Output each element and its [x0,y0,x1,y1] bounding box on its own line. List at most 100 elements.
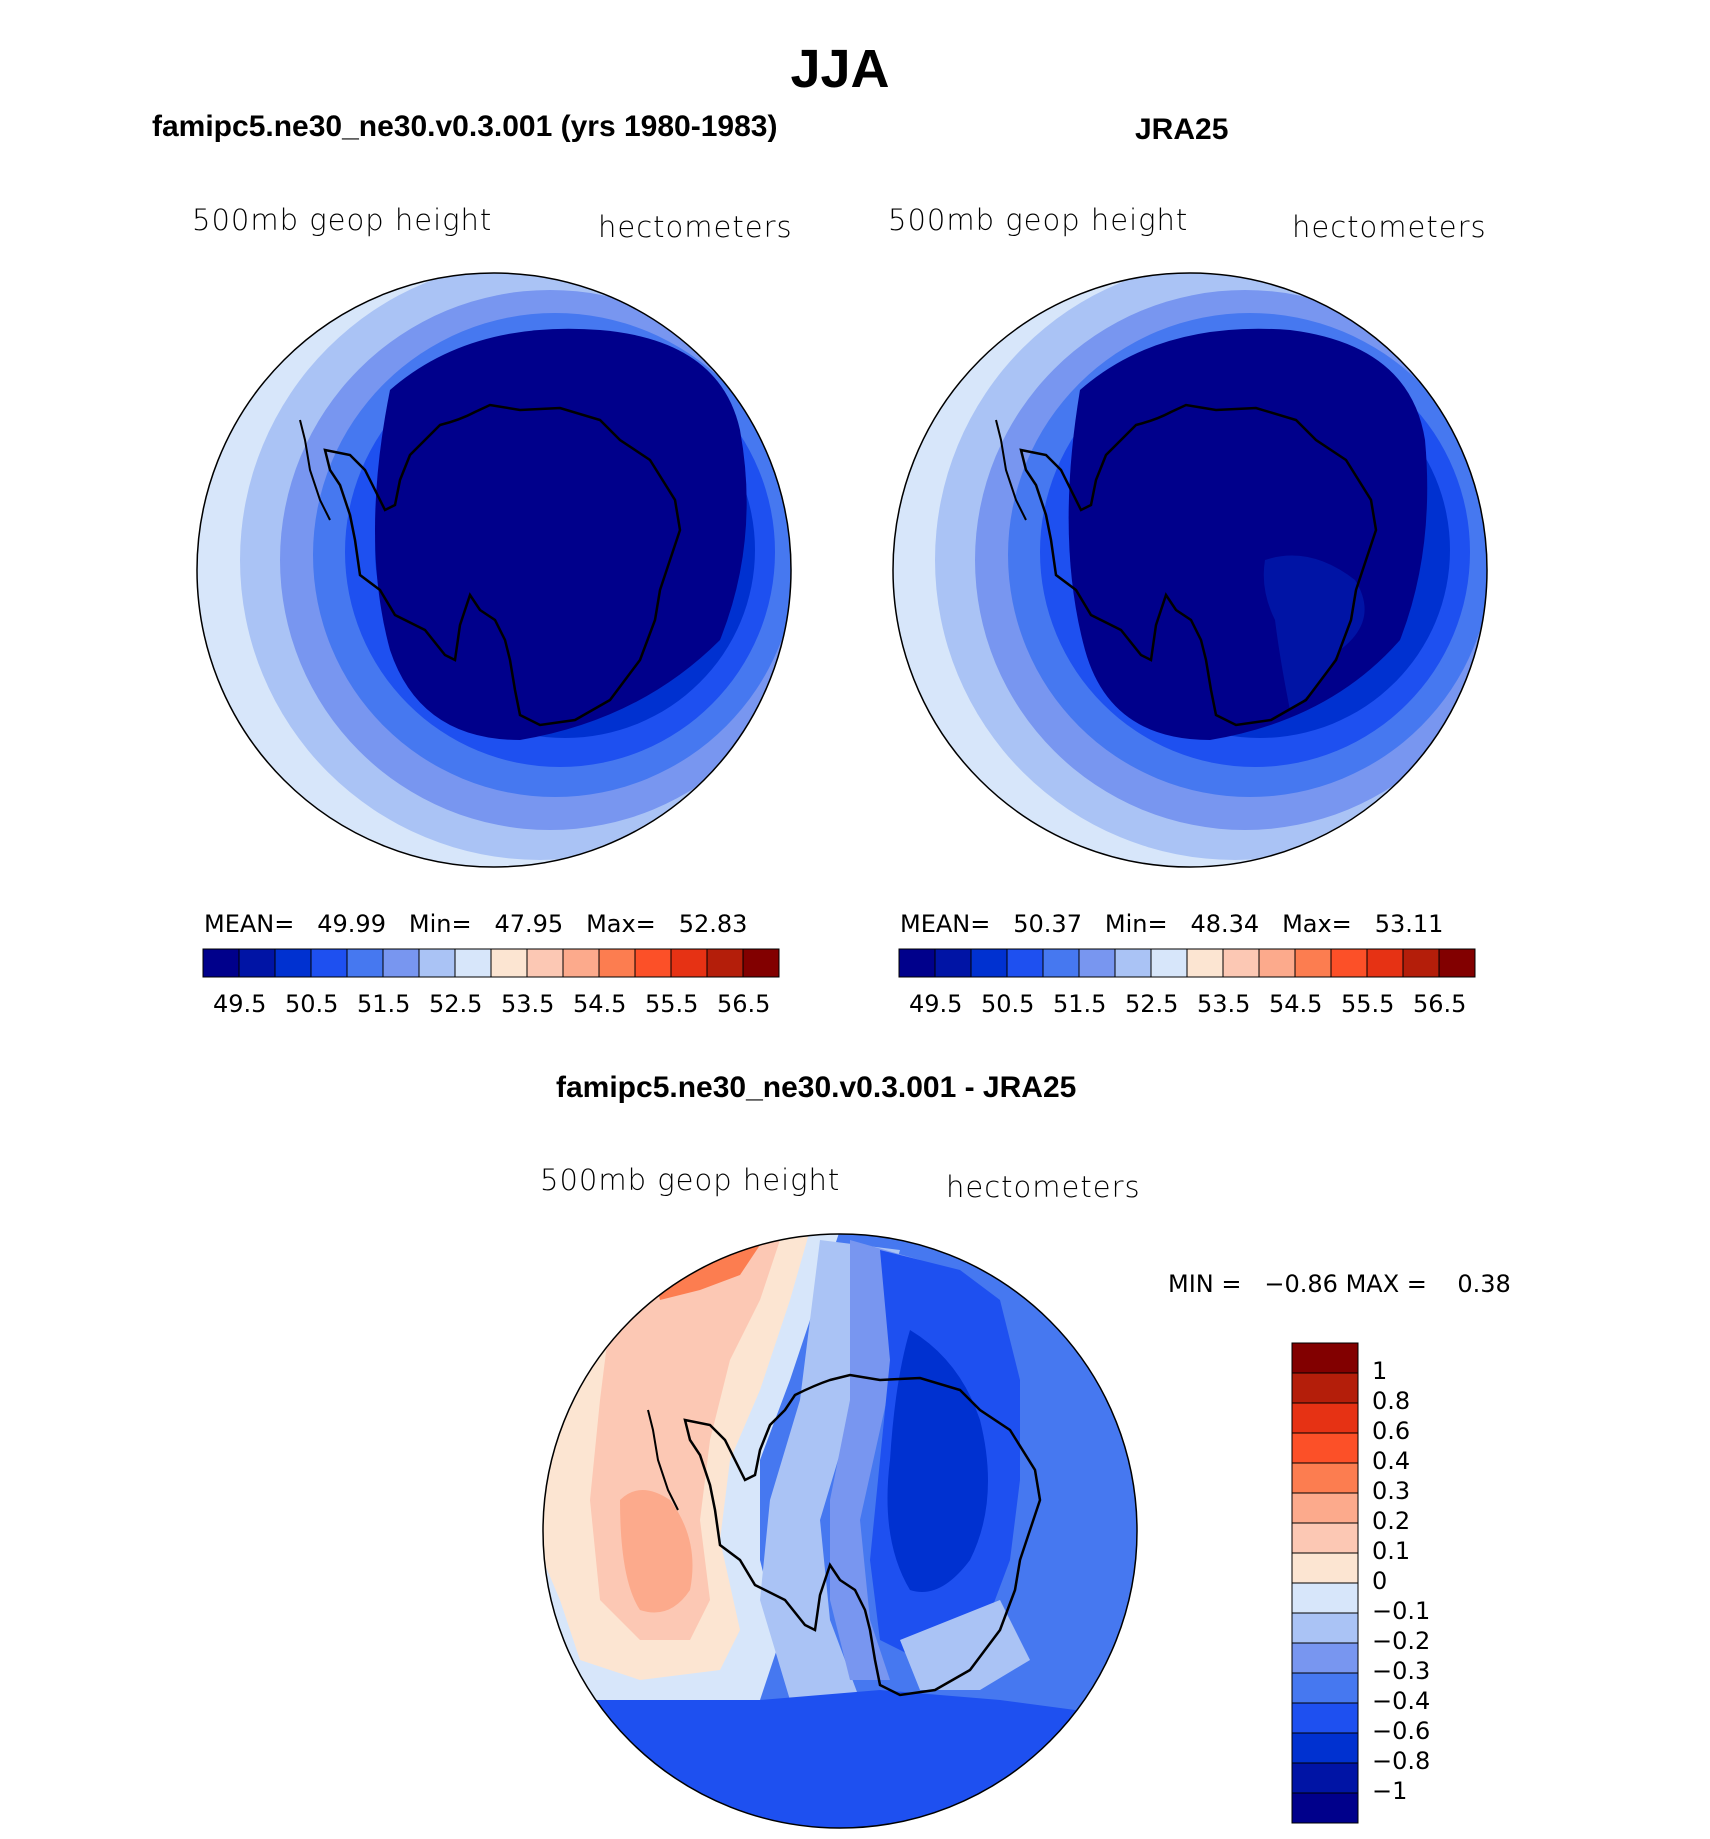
panel-2-variable-label: 500mb geop height [888,203,1189,237]
colorbar-tick-label: −0.3 [1372,1657,1431,1685]
colorbar-tick-label: 51.5 [357,990,411,1018]
colorbar-tick-label: 55.5 [1341,990,1395,1018]
panel-3-colorbar [1291,1342,1359,1824]
panel-1-colorbar [202,948,780,978]
colorbar-tick-label: 53.5 [501,990,555,1018]
colorbar-swatch [706,948,744,978]
colorbar-tick-label: 53.5 [1197,990,1251,1018]
contour-band [1263,555,1365,710]
panel-3-map-border [542,1233,1138,1829]
colorbar-swatch [1186,948,1224,978]
panel-3-units-label: hectometers [946,1170,1141,1204]
colorbar-swatch [346,948,384,978]
colorbar-swatch [634,948,672,978]
colorbar-swatch [238,948,276,978]
figure-title: JJA [790,39,890,99]
colorbar-swatch [1438,948,1476,978]
colorbar-swatch [202,948,240,978]
colorbar-swatch [742,948,780,978]
peninsula-coastline [299,419,331,521]
colorbar-tick-label: −0.6 [1372,1717,1431,1745]
panel-3-stats: MIN = −0.86 MAX = 0.38 [1168,1270,1511,1298]
colorbar-tick-label: 51.5 [1053,990,1107,1018]
contour-band [887,1330,988,1592]
colorbar-swatch [1291,1702,1359,1734]
panel-1-variable-label: 500mb geop height [192,203,493,237]
colorbar-swatch [562,948,600,978]
colorbar-swatch [382,948,420,978]
panel-1-stats: MEAN= 49.99 Min= 47.95 Max= 52.83 [204,910,748,938]
panel-1-map [197,273,791,867]
colorbar-swatch [934,948,972,978]
panel-2-title: JRA25 [1135,113,1229,146]
colorbar-swatch [1006,948,1044,978]
colorbar-swatch [1258,948,1296,978]
antarctica-coastline [683,1373,1042,1697]
panel-2-units-label: hectometers [1292,210,1487,244]
colorbar-swatch [1291,1522,1359,1554]
colorbar-swatch [1291,1552,1359,1584]
colorbar-swatch [1291,1462,1359,1494]
peninsula-coastline [995,419,1027,521]
colorbar-swatch [1222,948,1260,978]
colorbar-swatch [274,948,312,978]
colorbar-tick-label: 0.8 [1372,1387,1411,1415]
colorbar-swatch [1291,1672,1359,1704]
antarctica-coastline [323,403,682,727]
colorbar-swatch [310,948,348,978]
contour-band [620,1490,693,1613]
panel-3-map [543,1234,1137,1828]
colorbar-swatch [1291,1372,1359,1404]
panel-1-map-border [196,272,792,868]
colorbar-tick-label: 0.4 [1372,1447,1411,1475]
colorbar-swatch [454,948,492,978]
panel-3-variable-label: 500mb geop height [540,1163,841,1197]
antarctica-coastline [1019,403,1378,727]
contour-band [543,1690,1137,1828]
colorbar-swatch [1402,948,1440,978]
colorbar-swatch [1150,948,1188,978]
colorbar-tick-label: 50.5 [285,990,339,1018]
colorbar-tick-label: −1 [1372,1777,1408,1805]
colorbar-tick-label: −0.1 [1372,1597,1431,1625]
colorbar-tick-label: 49.5 [213,990,267,1018]
panel-1-title: famipc5.ne30_ne30.v0.3.001 (yrs 1980-198… [152,110,778,143]
colorbar-tick-label: 1 [1372,1357,1388,1385]
colorbar-swatch [898,948,936,978]
colorbar-tick-label: 54.5 [1269,990,1323,1018]
colorbar-swatch [1366,948,1404,978]
colorbar-swatch [1291,1432,1359,1464]
colorbar-swatch [418,948,456,978]
colorbar-swatch [670,948,708,978]
colorbar-tick-label: 52.5 [1125,990,1179,1018]
colorbar-swatch [1042,948,1080,978]
colorbar-swatch [1330,948,1368,978]
colorbar-swatch [1291,1582,1359,1614]
contour-band [375,328,747,740]
colorbar-swatch [1291,1642,1359,1674]
colorbar-swatch [1291,1762,1359,1794]
colorbar-swatch [1291,1492,1359,1524]
colorbar-swatch [1114,948,1152,978]
contour-band [1070,1250,1137,1340]
colorbar-tick-label: −0.2 [1372,1627,1431,1655]
colorbar-tick-label: 0.6 [1372,1417,1411,1445]
colorbar-swatch [490,948,528,978]
colorbar-tick-label: 0.2 [1372,1507,1411,1535]
colorbar-tick-label: 56.5 [717,990,771,1018]
colorbar-tick-label: 52.5 [429,990,483,1018]
colorbar-tick-label: 56.5 [1413,990,1467,1018]
colorbar-tick-label: 54.5 [573,990,627,1018]
panel-2-stats: MEAN= 50.37 Min= 48.34 Max= 53.11 [900,910,1444,938]
colorbar-swatch [1078,948,1116,978]
colorbar-tick-label: −0.8 [1372,1747,1431,1775]
colorbar-swatch [1291,1402,1359,1434]
colorbar-tick-label: 0.1 [1372,1537,1411,1565]
peninsula-coastline [647,1409,679,1511]
colorbar-swatch [1291,1342,1359,1374]
colorbar-swatch [598,948,636,978]
colorbar-swatch [1291,1732,1359,1764]
panel-2-map [893,273,1487,867]
panel-2-map-border [892,272,1488,868]
